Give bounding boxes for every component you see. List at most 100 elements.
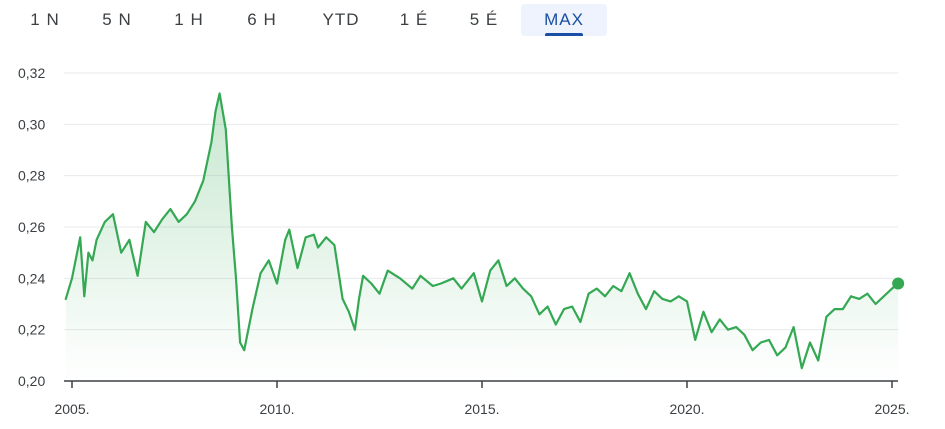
- tab-1h[interactable]: 1 H: [174, 10, 204, 29]
- data-point: [481, 300, 483, 302]
- data-point: [79, 236, 81, 238]
- data-point: [432, 285, 434, 287]
- data-point: [112, 213, 114, 215]
- data-point: [629, 272, 631, 274]
- x-tick-label: 2010.: [259, 401, 294, 417]
- tab-max[interactable]: MAX: [521, 4, 607, 36]
- data-point: [419, 275, 422, 277]
- data-point: [317, 246, 319, 249]
- data-point: [866, 293, 869, 295]
- data-point: [670, 300, 672, 302]
- data-point: [239, 341, 241, 344]
- data-point: [120, 252, 122, 254]
- data-point: [678, 295, 680, 297]
- data-point: [571, 306, 573, 308]
- data-point: [596, 288, 598, 290]
- x-tick-label: 2020.: [669, 401, 704, 417]
- series-area: [65, 93, 899, 381]
- data-point: [460, 288, 463, 290]
- tab-5e[interactable]: 5 É: [469, 10, 499, 29]
- y-tick-label: 0,26: [18, 219, 45, 235]
- tab-5n[interactable]: 5 N: [102, 10, 132, 29]
- data-point: [354, 329, 356, 331]
- data-point: [834, 308, 836, 310]
- data-point: [858, 298, 860, 300]
- data-point: [711, 331, 713, 333]
- data-point: [694, 339, 696, 341]
- y-tick-label: 0,24: [18, 270, 45, 286]
- y-tick-label: 0,28: [18, 168, 45, 184]
- data-point: [727, 329, 729, 331]
- data-point: [210, 141, 212, 143]
- data-point: [563, 308, 565, 310]
- data-point: [850, 295, 852, 297]
- data-point: [735, 326, 737, 328]
- data-point: [296, 267, 299, 269]
- data-point: [214, 110, 217, 113]
- data-point: [169, 208, 171, 210]
- y-tick-label: 0,20: [18, 373, 45, 389]
- tab-ytd[interactable]: YTD: [322, 10, 360, 29]
- data-point: [801, 367, 803, 369]
- data-point: [194, 200, 196, 202]
- data-point: [452, 277, 454, 279]
- data-point: [161, 218, 163, 220]
- data-point: [219, 92, 221, 95]
- x-tick-label: 2025.: [874, 401, 909, 417]
- data-point: [538, 313, 541, 315]
- data-point: [305, 236, 307, 238]
- range-tabs: 1 N 5 N 1 H 6 H YTD 1 É 5 É MAX: [0, 0, 945, 40]
- data-point: [637, 293, 639, 295]
- tab-1n[interactable]: 1 N: [30, 10, 60, 29]
- data-point: [243, 349, 245, 351]
- data-point: [547, 306, 549, 308]
- data-point: [891, 288, 893, 290]
- data-point: [653, 290, 655, 292]
- data-point: [186, 213, 188, 215]
- tab-6h[interactable]: 6 H: [247, 10, 277, 29]
- data-point: [825, 316, 828, 318]
- x-tick-label: 2015.: [464, 401, 499, 417]
- data-point: [128, 239, 130, 241]
- current-value-dot: [892, 277, 905, 290]
- data-point: [768, 339, 770, 341]
- data-point: [358, 298, 360, 300]
- data-point: [362, 275, 364, 277]
- data-point: [784, 347, 787, 349]
- data-point: [489, 270, 491, 272]
- data-point: [702, 311, 705, 313]
- x-tick-label: 2005.: [54, 401, 89, 417]
- data-point: [284, 239, 286, 241]
- data-point: [87, 252, 89, 254]
- data-point: [793, 326, 795, 328]
- data-point: [555, 323, 557, 326]
- data-point: [387, 270, 389, 272]
- data-point: [83, 295, 85, 297]
- data-point: [137, 275, 139, 277]
- data-point: [579, 321, 582, 323]
- data-point: [506, 285, 508, 287]
- data-point: [342, 298, 344, 300]
- data-point: [399, 277, 401, 279]
- data-point: [620, 290, 623, 292]
- data-point: [251, 308, 253, 310]
- data-point: [91, 259, 94, 261]
- tab-1e[interactable]: 1 É: [399, 10, 429, 29]
- data-point: [883, 295, 885, 297]
- data-point: [202, 180, 204, 182]
- data-point: [809, 341, 811, 344]
- data-point: [497, 259, 499, 261]
- data-point: [145, 221, 147, 223]
- data-point: [514, 277, 516, 279]
- y-tick-label: 0,30: [18, 116, 45, 132]
- data-point: [719, 318, 721, 320]
- data-point: [752, 349, 754, 351]
- data-point: [440, 282, 442, 285]
- data-point: [686, 300, 688, 302]
- data-point: [760, 341, 762, 344]
- data-point: [71, 277, 73, 279]
- data-point: [530, 295, 532, 297]
- data-point: [104, 221, 106, 223]
- data-point: [153, 231, 155, 233]
- y-tick-label: 0,32: [18, 65, 45, 81]
